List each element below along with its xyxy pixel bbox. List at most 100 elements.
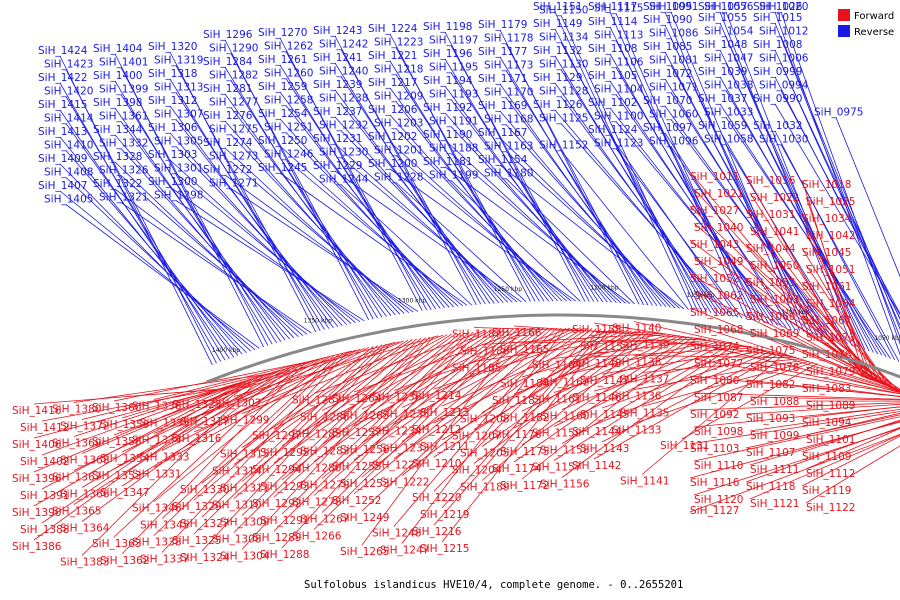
gene-label: SiH_1297: [252, 430, 301, 442]
gene-leader-line: [353, 328, 527, 393]
gene-label: SiH_1051: [806, 264, 855, 276]
gene-leader-line: [441, 329, 619, 407]
gene-label: SiH_1257: [332, 427, 381, 439]
gene-label: SiH_1194: [423, 75, 473, 87]
gene-label: SiH_1132: [533, 45, 582, 57]
gene-leader-line: [175, 65, 321, 331]
reverse-gene-arrow: [688, 309, 697, 311]
reverse-gene-arrow: [721, 314, 731, 316]
gene-leader-line: [670, 38, 814, 335]
forward-gene-arrow: [271, 370, 281, 373]
reverse-gene-arrow: [354, 320, 364, 323]
gene-leader-line: [553, 339, 711, 359]
gene-label: SiH_1279: [300, 480, 349, 492]
forward-gene-arrow: [848, 372, 858, 376]
gene-label: SiH_1399: [99, 84, 148, 96]
gene-label: SiH_1094: [802, 417, 852, 429]
gene-leader-line: [473, 327, 658, 334]
gene-label: SiH_1171: [478, 73, 527, 85]
gene-label: SiH_1183: [492, 395, 541, 407]
gene-label: SiH_1278: [292, 497, 341, 509]
gene-leader-line: [801, 383, 900, 397]
reverse-gene-arrow: [378, 316, 387, 318]
reverse-gene-arrow: [383, 315, 392, 318]
gene-leader-line: [241, 337, 426, 516]
gene-label: SiH_1086: [649, 28, 699, 40]
gene-label: SiH_1270: [258, 27, 307, 39]
gene-label: SiH_1263: [340, 410, 389, 422]
gene-leader-line: [279, 118, 450, 308]
gene-leader-line: [41, 383, 239, 456]
gene-leader-line: [169, 78, 325, 330]
gene-label: SiH_1082: [746, 379, 795, 391]
forward-gene-arrow: [350, 349, 360, 352]
gene-leader-line: [745, 426, 900, 483]
gene-label: SiH_1217: [368, 77, 417, 89]
gene-leader-line: [230, 188, 419, 312]
gene-label: SiH_1073: [806, 332, 855, 344]
gene-label: SiH_1267: [300, 514, 349, 526]
gene-label: SiH_1081: [649, 55, 698, 67]
reverse-gene-arrow: [799, 330, 809, 334]
gene-leader-line: [601, 348, 758, 375]
reverse-gene-arrow: [740, 317, 750, 320]
gene-label: SiH_1228: [374, 172, 423, 184]
gene-leader-line: [65, 96, 226, 361]
gene-label: SiH_1088: [750, 396, 799, 408]
reverse-gene-arrow: [676, 307, 686, 309]
gene-leader-line: [615, 67, 770, 324]
gene-label: SiH_1154: [478, 154, 528, 166]
reverse-gene-arrow: [634, 303, 644, 305]
gene-label: SiH_1058: [704, 134, 753, 146]
gene-label: SiH_1369: [52, 438, 101, 450]
reverse-gene-arrow: [459, 305, 468, 307]
gene-label: SiH_1253: [340, 478, 389, 490]
forward-gene-arrow: [310, 358, 320, 362]
forward-gene-arrow: [821, 364, 831, 368]
gene-leader-line: [401, 327, 575, 408]
gene-leader-line: [233, 337, 422, 499]
gene-leader-line: [693, 427, 900, 496]
gene-label: SiH_1294: [252, 464, 302, 476]
gene-label: SiH_1116: [690, 477, 740, 489]
gene-label: SiH_1054: [704, 26, 754, 38]
gene-label: SiH_1107: [746, 447, 795, 459]
gene-leader-line: [560, 69, 716, 314]
gene-label: SiH_1162: [540, 377, 589, 389]
gene-label: SiH_1152: [539, 140, 588, 152]
forward-gene-arrow: [711, 340, 721, 342]
forward-gene-arrow: [479, 330, 489, 332]
gene-label: SiH_1055: [698, 12, 747, 24]
gene-label: SiH_1300: [148, 176, 197, 188]
reverse-gene-arrow: [490, 302, 500, 304]
gene-label: SiH_1404: [93, 43, 143, 55]
gene-leader-line: [805, 196, 871, 380]
gene-label: SiH_1365: [52, 506, 101, 518]
gene-label: SiH_1275: [209, 124, 258, 136]
gene-label: SiH_1367: [52, 472, 101, 484]
gene-leader-line: [169, 159, 352, 324]
gene-leader-line: [175, 200, 365, 322]
gene-leader-line: [193, 340, 404, 433]
gene-label: SiH_1210: [412, 458, 461, 470]
gene-leader-line: [120, 94, 277, 344]
gene-label: SiH_1215: [420, 543, 469, 555]
gene-label: SiH_1390: [12, 507, 61, 519]
gene-leader-line: [279, 64, 432, 310]
gene-label: SiH_0999: [753, 66, 802, 78]
gene-label: SiH_1220: [412, 492, 461, 504]
forward-gene-arrow: [766, 350, 776, 353]
gene-label: SiH_1121: [750, 498, 799, 510]
gene-label: SiH_1363: [92, 538, 141, 550]
reverse-gene-arrow: [218, 359, 227, 363]
gene-label: SiH_1130: [539, 59, 588, 71]
gene-leader-line: [41, 386, 230, 422]
gene-label: SiH_1072: [643, 68, 692, 80]
forward-gene-arrow: [702, 338, 712, 341]
gene-label: SiH_1423: [44, 59, 93, 71]
gene-leader-line: [693, 416, 900, 462]
gene-leader-line: [120, 148, 295, 339]
gene-label: SiH_1286: [300, 412, 350, 424]
forward-gene-arrow: [839, 369, 848, 373]
